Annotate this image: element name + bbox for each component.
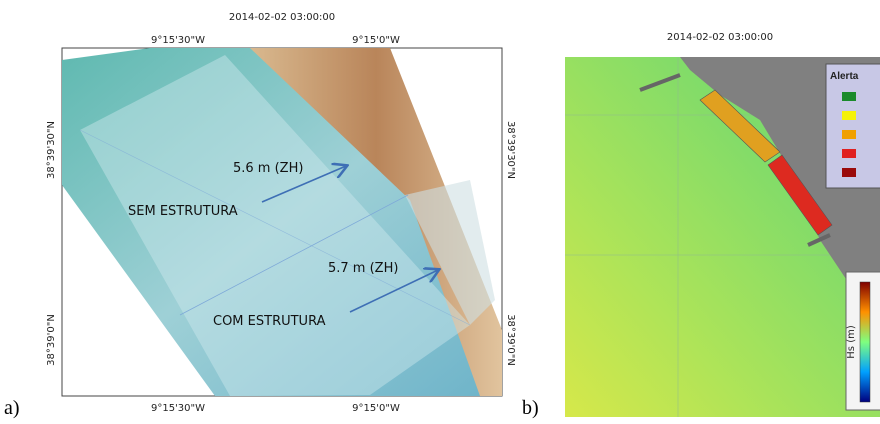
left-tick: 38°39'0"N [46, 314, 57, 366]
panel-label: a) [4, 397, 20, 419]
bottom-tick: 9°15'0"W [352, 403, 400, 414]
legend-swatch [842, 92, 856, 101]
panel-title: 2014-02-02 03:00:00 [667, 32, 773, 43]
top-tick: 9°15'30"W [151, 35, 205, 46]
legend-swatch [842, 168, 856, 177]
right-tick: 38°39'0"N [505, 314, 516, 366]
colorbar-label: Hs (m) [846, 325, 857, 359]
annotation: 5.6 m (ZH) [233, 161, 303, 176]
right-tick: 38°39'30"N [505, 121, 516, 179]
panel-title: 2014-02-02 03:00:00 [229, 12, 335, 23]
left-tick: 38°39'30"N [46, 121, 57, 179]
colorbar [860, 282, 870, 402]
bottom-tick: 9°15'30"W [151, 403, 205, 414]
top-tick: 9°15'0"W [352, 35, 400, 46]
legend-swatch [842, 130, 856, 139]
panel-a: a) 2014-02-02 03:00:00 9°15'30"W 9°15'0"… [4, 12, 516, 419]
panel-label: b) [522, 397, 539, 419]
annotation: SEM ESTRUTURA [128, 204, 238, 219]
legend-swatch [842, 111, 856, 120]
legend-swatch [842, 149, 856, 158]
legend-title: Alerta [830, 71, 859, 82]
panel-b: b) 2014-02-02 03:00:00 Alerta Hs (m) [522, 32, 880, 419]
annotation: 5.7 m (ZH) [328, 261, 398, 276]
figure: a) 2014-02-02 03:00:00 9°15'30"W 9°15'0"… [0, 0, 880, 420]
annotation: COM ESTRUTURA [213, 314, 326, 329]
